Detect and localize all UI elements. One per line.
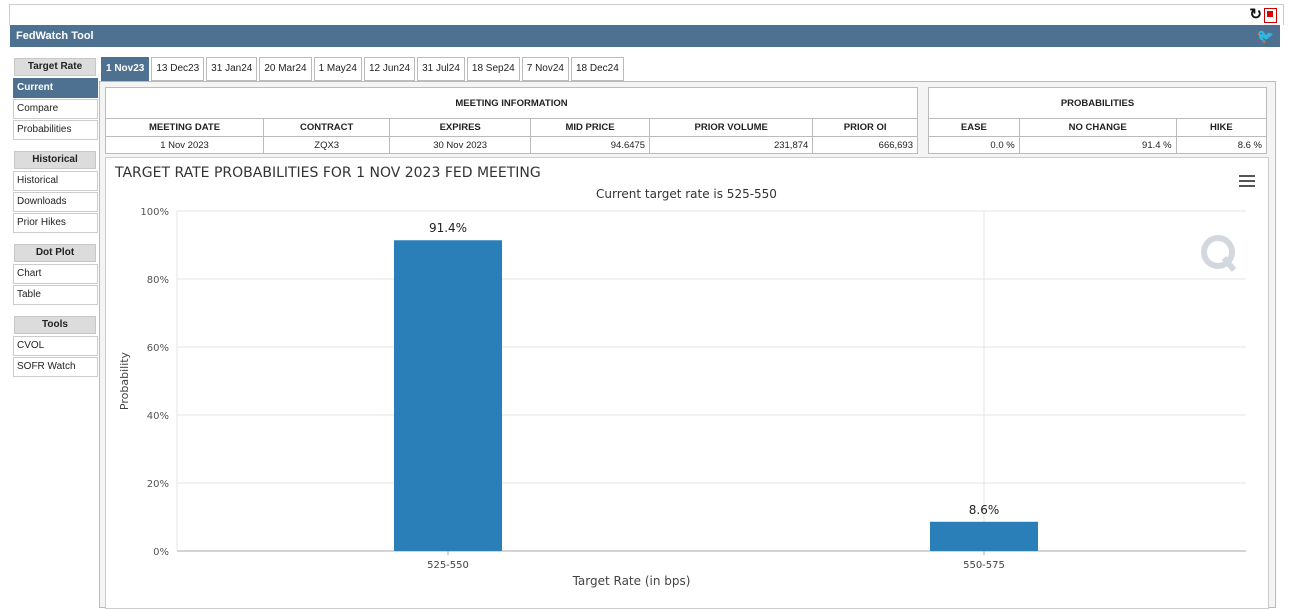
tab-1-may24[interactable]: 1 May24 <box>313 57 362 81</box>
sidebar-section-target-rate: Target Rate <box>14 58 96 76</box>
y-tick-label: 20% <box>147 479 169 490</box>
sidebar-gap <box>13 141 97 151</box>
y-tick-label: 80% <box>147 275 169 286</box>
x-tick-label: 550-575 <box>963 560 1005 571</box>
probabilities-caption: PROBABILITIES <box>928 87 1267 119</box>
sidebar-item-current[interactable]: Current <box>13 78 98 98</box>
column-header-prior-oi: PRIOR OI <box>812 118 918 137</box>
column-header-expires: EXPIRES <box>389 118 531 137</box>
tab-20-mar24[interactable]: 20 Mar24 <box>259 57 312 81</box>
column-header-mid-price: MID PRICE <box>529 118 651 137</box>
y-tick-label: 60% <box>147 343 169 354</box>
sidebar-item-prior-hikes[interactable]: Prior Hikes <box>13 213 98 233</box>
cell-mid-price: 94.6475 <box>529 136 651 154</box>
cell-no-change: 91.4 % <box>1018 136 1177 154</box>
app-header: FedWatch Tool 🐦 <box>10 25 1280 47</box>
sidebar-item-historical[interactable]: Historical <box>13 171 98 191</box>
sidebar-section-dot-plot: Dot Plot <box>14 244 96 262</box>
meeting-tabs: 1 Nov23 13 Dec23 31 Jan24 20 Mar24 1 May24 12… <box>101 57 624 81</box>
sidebar-section-tools: Tools <box>14 316 96 334</box>
meeting-info-table: MEETING INFORMATION MEETING DATE CONTRACT… <box>104 87 918 154</box>
tab-18-dec24[interactable]: 18 Dec24 <box>570 57 624 81</box>
cell-prior-volume: 231,874 <box>649 136 814 154</box>
sidebar-gap <box>13 234 97 244</box>
tab-31-jul24[interactable]: 31 Jul24 <box>417 57 465 81</box>
refresh-icon[interactable]: ↻ <box>1249 6 1262 23</box>
app-title: FedWatch Tool <box>16 30 94 42</box>
column-header-prior-volume: PRIOR VOLUME <box>649 118 814 137</box>
bar-525-550[interactable] <box>394 240 502 551</box>
probability-chart: TARGET RATE PROBABILITIES FOR 1 NOV 2023… <box>114 165 1246 588</box>
chart-title: TARGET RATE PROBABILITIES FOR 1 NOV 2023… <box>114 165 541 181</box>
tab-12-jun24[interactable]: 12 Jun24 <box>363 57 416 81</box>
meeting-info-caption: MEETING INFORMATION <box>105 87 918 119</box>
sidebar: Target Rate Current Compare Probabilities Hi… <box>13 58 98 378</box>
twitter-icon[interactable]: 🐦 <box>1256 28 1274 44</box>
sidebar-section-historical: Historical <box>14 151 96 169</box>
y-axis-label: Probability <box>118 351 131 410</box>
cell-hike: 8.6 % <box>1175 136 1268 154</box>
chart-subtitle: Current target rate is 525-550 <box>596 187 777 201</box>
column-header-no-change: NO CHANGE <box>1018 118 1177 137</box>
bar-550-575[interactable] <box>930 521 1038 551</box>
bar-data-label: 8.6% <box>969 503 1000 517</box>
bar-data-label: 91.4% <box>429 221 467 235</box>
y-tick-label: 100% <box>140 207 169 218</box>
sidebar-item-cvol[interactable]: CVOL <box>13 336 98 356</box>
q-watermark-icon <box>1201 235 1237 272</box>
tab-13-dec23[interactable]: 13 Dec23 <box>151 57 205 81</box>
tab-31-jan24[interactable]: 31 Jan24 <box>206 57 258 81</box>
sidebar-item-table[interactable]: Table <box>13 285 98 305</box>
chart-menu-icon[interactable] <box>1239 172 1255 190</box>
probabilities-table: PROBABILITIES EASE NO CHANGE HIKE 0.0 % 91.… <box>928 87 1268 154</box>
sidebar-item-downloads[interactable]: Downloads <box>13 192 98 212</box>
sidebar-item-probabilities[interactable]: Probabilities <box>13 120 98 140</box>
cell-expires: 30 Nov 2023 <box>389 136 531 154</box>
sidebar-item-compare[interactable]: Compare <box>13 99 98 119</box>
chart-panel: TARGET RATE PROBABILITIES FOR 1 NOV 2023… <box>105 157 1269 609</box>
column-header-ease: EASE <box>928 118 1020 137</box>
cell-contract: ZQX3 <box>263 136 391 154</box>
top-toolbar: ↻ <box>9 4 1284 25</box>
y-tick-label: 40% <box>147 411 169 422</box>
sidebar-item-chart[interactable]: Chart <box>13 264 98 284</box>
column-header-meeting-date: MEETING DATE <box>104 118 265 137</box>
y-tick-label: 0% <box>153 547 169 558</box>
column-header-contract: CONTRACT <box>263 118 391 137</box>
cell-ease: 0.0 % <box>928 136 1020 154</box>
column-header-hike: HIKE <box>1175 118 1268 137</box>
sidebar-item-sofr-watch[interactable]: SOFR Watch <box>13 357 98 377</box>
cell-meeting-date: 1 Nov 2023 <box>104 136 265 154</box>
x-tick-label: 525-550 <box>427 560 469 571</box>
cell-prior-oi: 666,693 <box>812 136 918 154</box>
tab-7-nov24[interactable]: 7 Nov24 <box>521 57 569 81</box>
sidebar-gap <box>13 306 97 316</box>
tab-18-sep24[interactable]: 18 Sep24 <box>466 57 520 81</box>
tab-1-nov23[interactable]: 1 Nov23 <box>101 57 150 81</box>
x-axis-label: Target Rate (in bps) <box>572 574 691 588</box>
pdf-icon[interactable] <box>1264 8 1277 23</box>
